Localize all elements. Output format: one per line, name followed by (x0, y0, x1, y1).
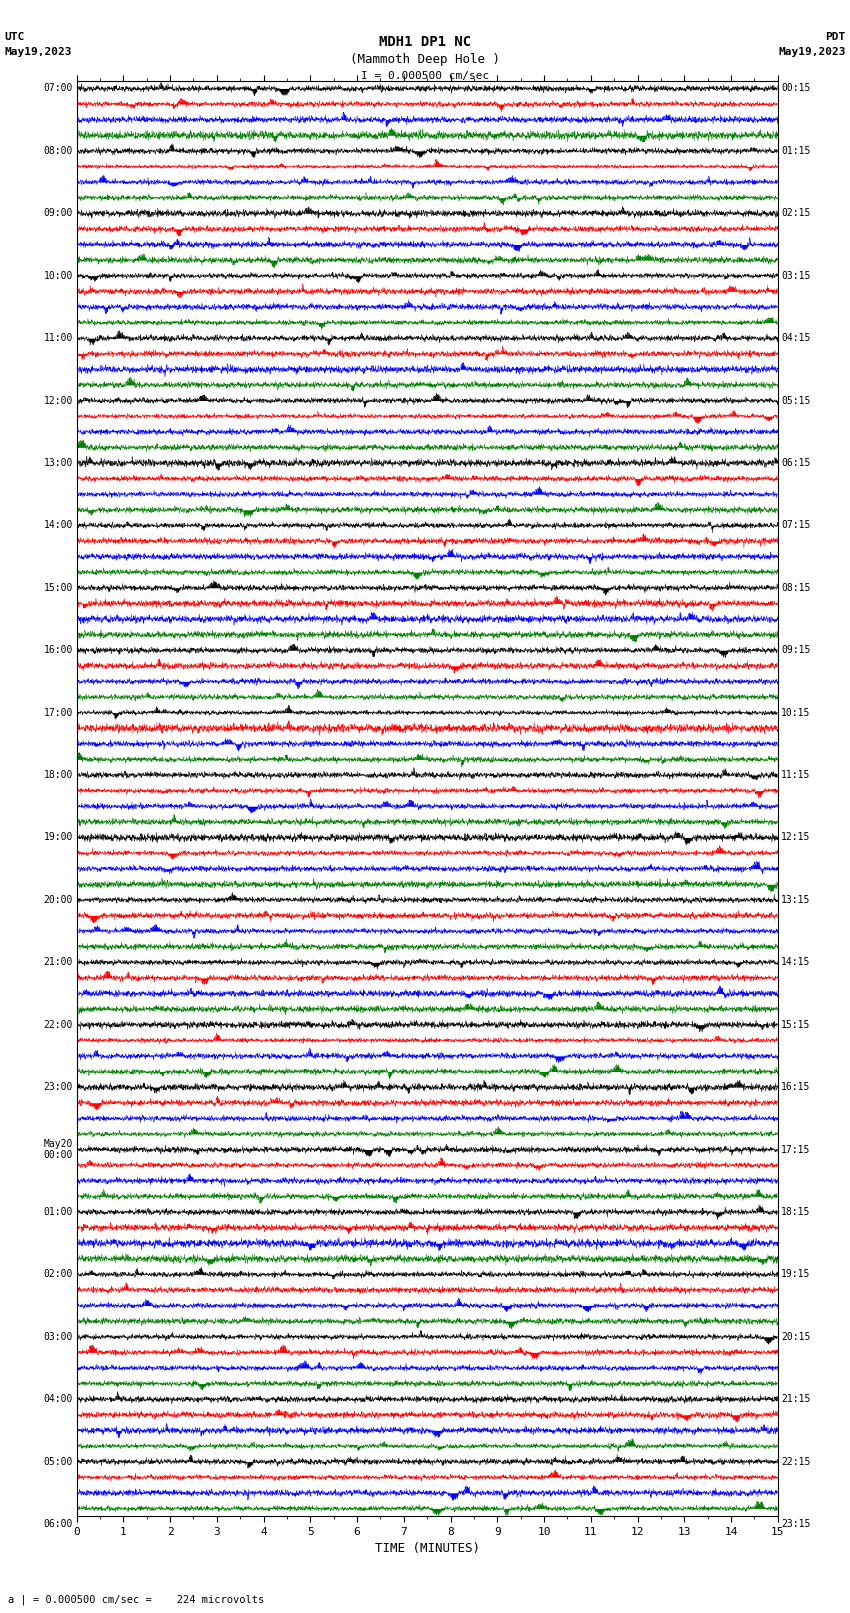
Text: (Mammoth Deep Hole ): (Mammoth Deep Hole ) (350, 53, 500, 66)
Text: 21:15: 21:15 (781, 1394, 811, 1405)
Text: 15:00: 15:00 (43, 582, 73, 594)
Text: 15:15: 15:15 (781, 1019, 811, 1029)
Text: I = 0.000500 cm/sec: I = 0.000500 cm/sec (361, 71, 489, 81)
Text: May20
00:00: May20 00:00 (43, 1139, 73, 1160)
Text: 02:00: 02:00 (43, 1269, 73, 1279)
Text: 03:00: 03:00 (43, 1332, 73, 1342)
Text: 10:15: 10:15 (781, 708, 811, 718)
Text: 16:15: 16:15 (781, 1082, 811, 1092)
Text: 08:00: 08:00 (43, 145, 73, 156)
Text: 10:00: 10:00 (43, 271, 73, 281)
Text: May19,2023: May19,2023 (779, 47, 846, 56)
Text: 21:00: 21:00 (43, 957, 73, 968)
X-axis label: TIME (MINUTES): TIME (MINUTES) (375, 1542, 479, 1555)
Text: 17:00: 17:00 (43, 708, 73, 718)
Text: 06:15: 06:15 (781, 458, 811, 468)
Text: UTC: UTC (4, 32, 25, 42)
Text: 18:15: 18:15 (781, 1207, 811, 1216)
Text: 20:15: 20:15 (781, 1332, 811, 1342)
Text: 14:00: 14:00 (43, 521, 73, 531)
Text: 19:00: 19:00 (43, 832, 73, 842)
Text: 05:00: 05:00 (43, 1457, 73, 1466)
Text: 16:00: 16:00 (43, 645, 73, 655)
Text: 04:00: 04:00 (43, 1394, 73, 1405)
Text: 00:15: 00:15 (781, 84, 811, 94)
Text: 08:15: 08:15 (781, 582, 811, 594)
Text: 07:15: 07:15 (781, 521, 811, 531)
Text: 12:00: 12:00 (43, 395, 73, 405)
Text: 04:15: 04:15 (781, 334, 811, 344)
Text: 22:15: 22:15 (781, 1457, 811, 1466)
Text: May19,2023: May19,2023 (4, 47, 71, 56)
Text: 03:15: 03:15 (781, 271, 811, 281)
Text: 19:15: 19:15 (781, 1269, 811, 1279)
Text: 23:00: 23:00 (43, 1082, 73, 1092)
Text: a | = 0.000500 cm/sec =    224 microvolts: a | = 0.000500 cm/sec = 224 microvolts (8, 1594, 264, 1605)
Text: 11:00: 11:00 (43, 334, 73, 344)
Text: 09:15: 09:15 (781, 645, 811, 655)
Text: 12:15: 12:15 (781, 832, 811, 842)
Text: 23:15: 23:15 (781, 1519, 811, 1529)
Text: PDT: PDT (825, 32, 846, 42)
Text: MDH1 DP1 NC: MDH1 DP1 NC (379, 35, 471, 50)
Text: 13:00: 13:00 (43, 458, 73, 468)
Text: 01:00: 01:00 (43, 1207, 73, 1216)
Text: 09:00: 09:00 (43, 208, 73, 218)
Text: 13:15: 13:15 (781, 895, 811, 905)
Text: 05:15: 05:15 (781, 395, 811, 405)
Text: 18:00: 18:00 (43, 769, 73, 781)
Text: 17:15: 17:15 (781, 1145, 811, 1155)
Text: 20:00: 20:00 (43, 895, 73, 905)
Text: 14:15: 14:15 (781, 957, 811, 968)
Text: 06:00: 06:00 (43, 1519, 73, 1529)
Text: 02:15: 02:15 (781, 208, 811, 218)
Text: 11:15: 11:15 (781, 769, 811, 781)
Text: 07:00: 07:00 (43, 84, 73, 94)
Text: 01:15: 01:15 (781, 145, 811, 156)
Text: 22:00: 22:00 (43, 1019, 73, 1029)
